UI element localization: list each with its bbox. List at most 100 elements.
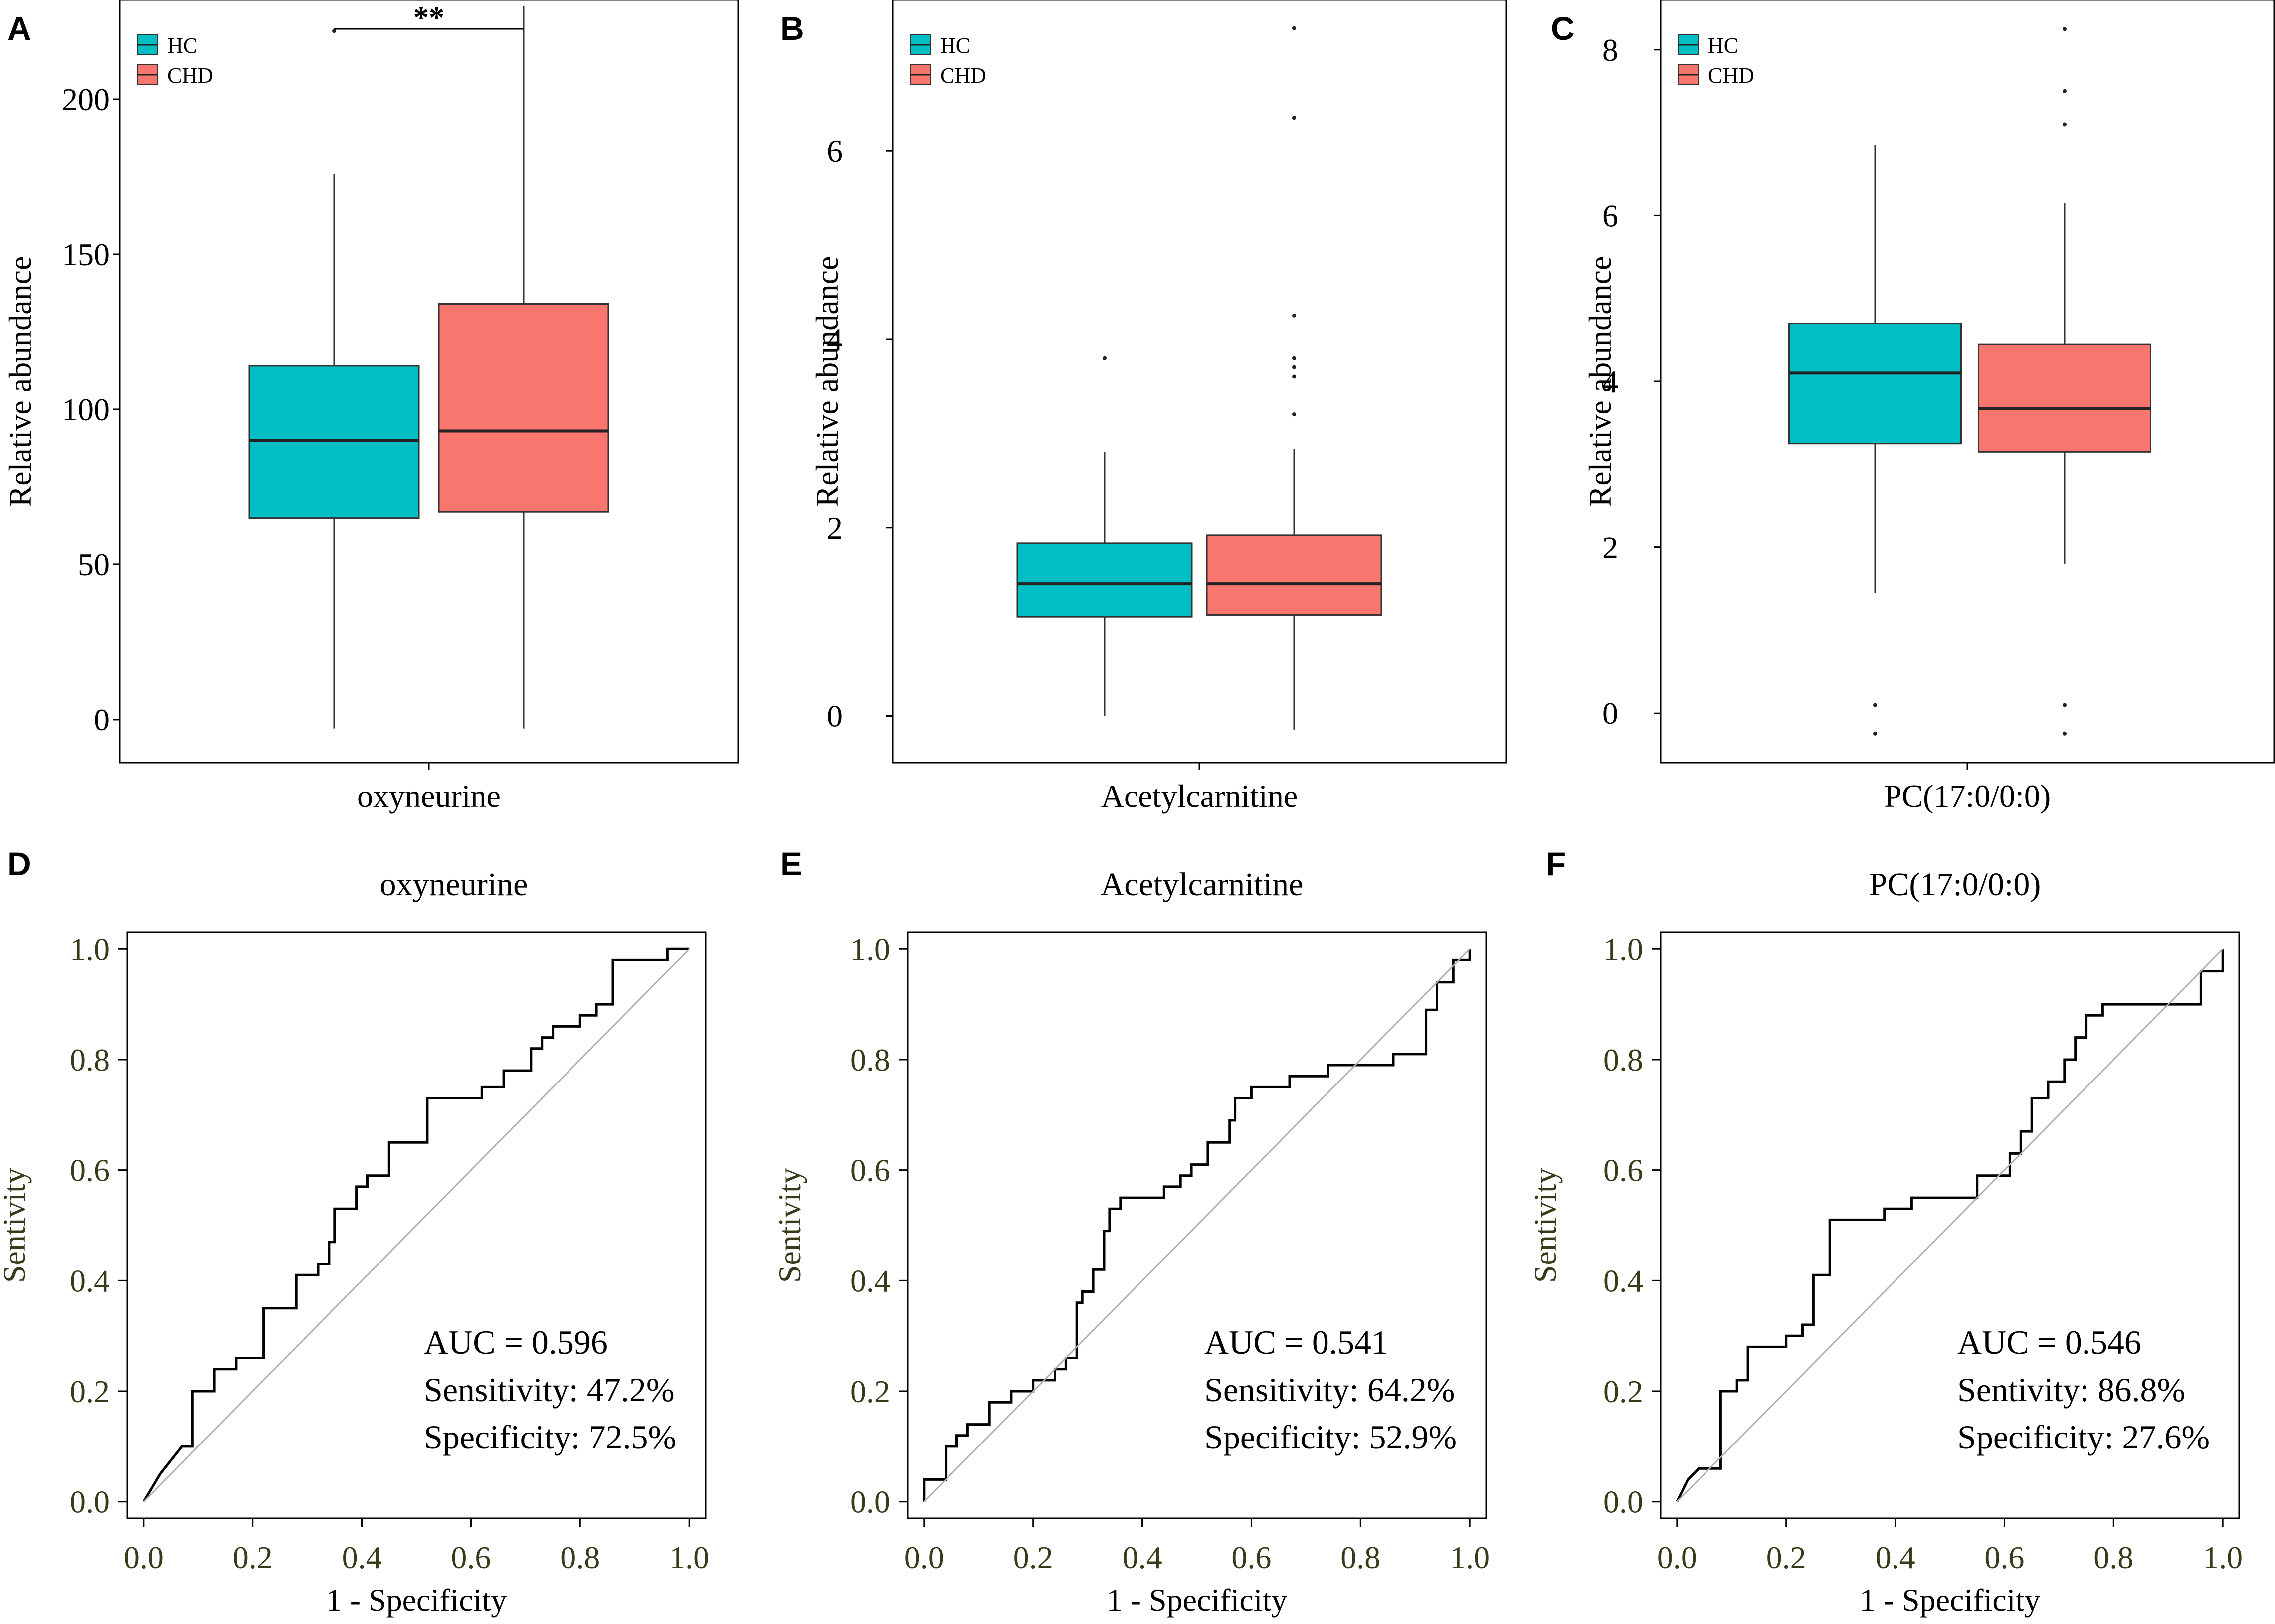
legend-label: CHD xyxy=(1708,63,1754,88)
annotation-1: Sensitivity: 47.2% xyxy=(424,1371,674,1409)
outlier-point xyxy=(2063,703,2067,707)
legend-label: CHD xyxy=(167,63,213,88)
x-tick-label: 0.2 xyxy=(233,1540,273,1575)
legend-label: HC xyxy=(167,33,197,58)
annotation-2: Specificity: 27.6% xyxy=(1957,1418,2210,1456)
x-tick-label: 0.0 xyxy=(124,1540,164,1575)
y-tick-label: 6 xyxy=(827,133,843,169)
y-tick-label: 0.6 xyxy=(70,1153,110,1188)
boxplot-panel-b: 0 2 4 6 Relative abundance Acetylcarnitine B HC… xyxy=(780,0,1507,814)
plot-frame xyxy=(892,0,1507,764)
x-axis-label: 1 - Specificity xyxy=(1107,1582,1288,1618)
chart-title: Acetylcarnitine xyxy=(1101,866,1304,902)
reference-diagonal xyxy=(923,948,1471,1502)
panel-label: A xyxy=(7,10,31,47)
plot-frame xyxy=(907,931,1487,1519)
outlier-point xyxy=(1292,356,1296,360)
y-tick-label: 0.2 xyxy=(850,1374,890,1409)
box-chd xyxy=(1206,26,1382,730)
x-tick-label: 0.2 xyxy=(1766,1540,1806,1575)
annotation-2: Specificity: 72.5% xyxy=(424,1418,676,1456)
roc-panel-e: E Acetylcarnitine 0.0 0.2 0.4 0.6 0.8 1.0 0.0 0.2… xyxy=(772,845,1490,1618)
outlier-point xyxy=(2063,731,2067,736)
x-tick-label: 0.8 xyxy=(1340,1540,1380,1575)
outlier-point xyxy=(1292,365,1296,369)
y-axis-label: Relative abundance xyxy=(2,256,38,507)
annotation-1: Sentivity: 86.8% xyxy=(1957,1371,2185,1409)
boxplot-panel-c: 0 2 4 6 8 Relative abundance PC(17:0/0:0) C HC CH… xyxy=(1551,0,2275,814)
y-tick-label: 2 xyxy=(1602,530,1618,565)
legend-label: CHD xyxy=(940,63,986,88)
x-tick-label: 0.0 xyxy=(1657,1540,1697,1575)
outlier-point xyxy=(1873,731,1877,736)
x-axis-label: oxyneurine xyxy=(357,778,501,814)
outlier-point xyxy=(1292,26,1296,30)
x-axis-label: 1 - Specificity xyxy=(326,1582,507,1618)
y-tick-label: 200 xyxy=(62,82,110,117)
reference-diagonal xyxy=(143,948,690,1502)
box-body xyxy=(1206,534,1382,616)
plot-frame xyxy=(119,0,739,764)
y-axis-label: Sentivity xyxy=(1527,1168,1563,1283)
annotation-1: Sensitivity: 64.2% xyxy=(1204,1371,1455,1409)
annotation-0: AUC = 0.596 xyxy=(424,1323,608,1361)
y-tick-label: 2 xyxy=(827,510,843,545)
y-axis-label: Relative abundance xyxy=(809,256,845,507)
plot-frame xyxy=(1660,0,2275,764)
outlier-point xyxy=(332,29,336,33)
x-tick-label: 0.6 xyxy=(451,1540,491,1575)
x-axis-label: Acetylcarnitine xyxy=(1101,778,1298,814)
annotation-0: AUC = 0.546 xyxy=(1957,1323,2141,1361)
y-tick-label: 8 xyxy=(1602,32,1618,68)
y-tick-label: 0.0 xyxy=(1603,1484,1643,1520)
y-axis-label: Relative abundance xyxy=(1582,256,1618,507)
y-tick-label: 0.8 xyxy=(70,1042,110,1078)
y-tick-label: 0.0 xyxy=(70,1484,110,1520)
box-body xyxy=(1016,542,1193,618)
y-tick-label: 0.2 xyxy=(1603,1374,1643,1409)
annotation-0: AUC = 0.541 xyxy=(1204,1323,1388,1361)
x-tick-label: 1.0 xyxy=(669,1540,709,1575)
x-tick-label: 1.0 xyxy=(1450,1540,1490,1575)
reference-diagonal xyxy=(1676,948,2224,1502)
x-axis-label: 1 - Specificity xyxy=(1860,1582,2041,1618)
x-tick-label: 0.8 xyxy=(2093,1540,2133,1575)
chart-title: PC(17:0/0:0) xyxy=(1869,866,2041,902)
y-axis-label: Sentivity xyxy=(0,1168,32,1283)
roc-curve xyxy=(142,947,690,1502)
outlier-point xyxy=(2063,122,2067,127)
y-tick-label: 0.8 xyxy=(850,1042,890,1078)
y-tick-label: 1.0 xyxy=(70,931,110,967)
outlier-point xyxy=(1873,703,1877,707)
box-hc xyxy=(248,29,420,729)
x-tick-label: 0.4 xyxy=(1876,1540,1915,1575)
panel-label: D xyxy=(7,845,31,882)
outlier-point xyxy=(1292,412,1296,417)
panel-label: C xyxy=(1551,10,1575,47)
y-tick-label: 150 xyxy=(62,237,110,272)
x-tick-label: 0.8 xyxy=(560,1540,600,1575)
x-tick-label: 0.4 xyxy=(1123,1540,1162,1575)
box-body xyxy=(1788,323,1962,445)
y-tick-label: 0.4 xyxy=(850,1263,890,1298)
outlier-point xyxy=(2063,27,2067,31)
x-tick-label: 0.4 xyxy=(342,1540,382,1575)
outlier-point xyxy=(1103,356,1107,360)
y-tick-label: 0.4 xyxy=(1603,1263,1643,1298)
legend-label: HC xyxy=(940,33,970,58)
panel-label: F xyxy=(1546,845,1566,882)
outlier-point xyxy=(1292,313,1296,318)
box-hc xyxy=(1016,356,1193,716)
y-tick-label: 6 xyxy=(1602,198,1618,233)
y-tick-label: 100 xyxy=(62,392,110,427)
plot-frame xyxy=(126,931,707,1519)
x-tick-label: 0.6 xyxy=(1231,1540,1271,1575)
annotation-2: Specificity: 52.9% xyxy=(1204,1418,1457,1456)
x-axis-label: PC(17:0/0:0) xyxy=(1884,778,2051,814)
y-tick-label: 0 xyxy=(827,699,843,734)
outlier-point xyxy=(2063,89,2067,93)
outlier-point xyxy=(1292,374,1296,379)
y-tick-label: 0.0 xyxy=(850,1484,890,1520)
